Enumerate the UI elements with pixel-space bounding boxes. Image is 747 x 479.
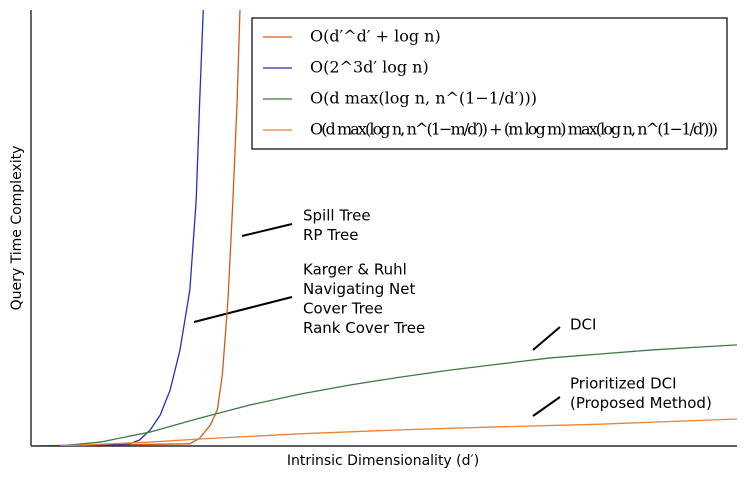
annotation: Rank Cover Tree: [303, 319, 425, 337]
x-axis-label: Intrinsic Dimensionality (d′): [287, 453, 479, 469]
series-line: [59, 418, 737, 446]
series-line: [31, 10, 241, 446]
annotation: Navigating Net: [303, 280, 415, 298]
plot-area: [31, 10, 737, 446]
pointer: [241, 223, 293, 237]
legend-label: O(2^3d′ log n): [310, 58, 429, 77]
series-line: [31, 10, 204, 446]
legend-label: O(d′^d′ + log n): [310, 27, 441, 46]
y-axis-label: Query Time Complexity: [9, 146, 25, 311]
annotation-pointers: [193, 223, 561, 417]
pointer: [193, 296, 293, 323]
annotation: Spill Tree: [303, 207, 371, 225]
legend-label: O(d max(log n, n^(1−m/d′)) + (m log m) m…: [310, 120, 718, 139]
legend: [251, 17, 728, 150]
annotation: Cover Tree: [303, 300, 383, 318]
series-line: [59, 344, 737, 446]
annotation: (Proposed Method): [570, 394, 712, 412]
annotation: Prioritized DCI: [570, 375, 677, 393]
annotation: RP Tree: [303, 226, 359, 244]
pointer: [532, 326, 561, 351]
annotation: DCI: [570, 316, 596, 334]
annotation: Karger & Ruhl: [303, 261, 407, 279]
legend-label: O(d max(log n, n^(1−1/d′))): [310, 89, 537, 108]
pointer: [532, 396, 561, 417]
